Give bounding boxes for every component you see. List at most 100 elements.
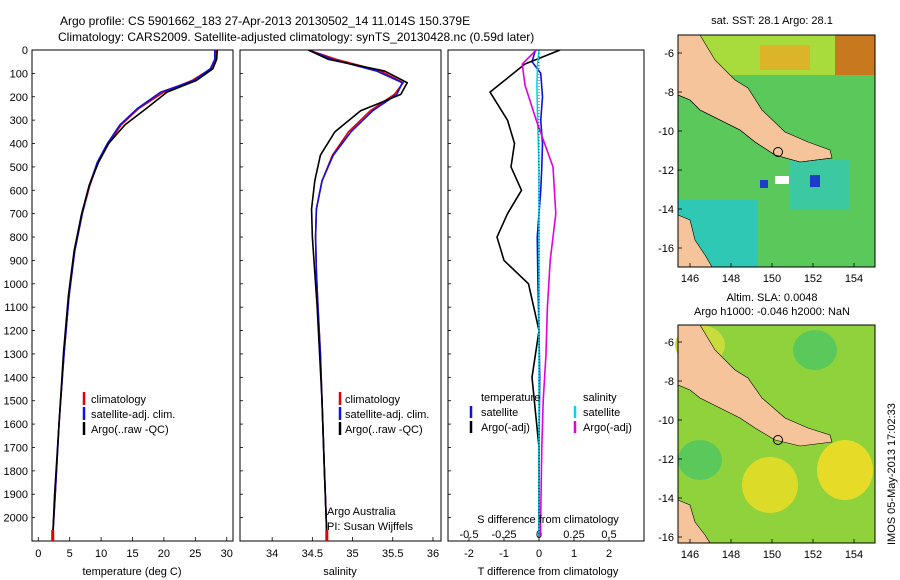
difference-xlabel-top: S difference from climatology — [477, 514, 619, 526]
map-x-tick-label: 146 — [681, 273, 699, 285]
x-tick-label: 34.5 — [302, 548, 323, 560]
series-line-climatology — [51, 50, 217, 537]
map-y-tick-label: -10 — [658, 126, 674, 138]
x-tick-label: 15 — [126, 548, 138, 560]
y-tick-label: 900 — [10, 255, 28, 267]
x-top-tick-label: -0.25 — [491, 529, 516, 541]
sst-map-frame — [677, 34, 876, 268]
map-y-tick-label: -8 — [664, 87, 674, 99]
x-tick-label: -2 — [464, 548, 474, 560]
temperature-axes — [31, 49, 234, 542]
legend-title-temperature: temperature — [481, 392, 540, 404]
map-y-tick-label: -10 — [658, 415, 674, 427]
map-x-tick-label: 150 — [763, 549, 781, 561]
x-tick-label: -1 — [499, 548, 509, 560]
coastline — [677, 94, 833, 163]
map-x-tick-label: 154 — [845, 273, 863, 285]
difference-axes — [447, 49, 645, 542]
map-x-tick-label: 152 — [804, 273, 822, 285]
legend-label: Argo(-adj) — [583, 422, 632, 434]
sst-field-cold-cell — [760, 180, 768, 188]
temperature-xlabel: temperature (deg C) — [82, 566, 181, 578]
land-new-guinea — [677, 324, 833, 447]
x-top-tick-label: 0.25 — [563, 529, 584, 541]
series-line-climatology — [308, 50, 405, 537]
series-line-argo-raw-qc- — [308, 50, 409, 537]
map-y-tick-label: -16 — [658, 532, 674, 544]
y-tick-label: 1200 — [4, 326, 28, 338]
x-tick-label: 0 — [35, 548, 41, 560]
sla-field-high — [742, 457, 798, 513]
sla-map-title-1: Altim. SLA: 0.0048 — [726, 292, 817, 304]
y-tick-label: 200 — [10, 92, 28, 104]
series-line-argo-raw-qc- — [51, 50, 219, 537]
x-tick-label: 0 — [536, 548, 542, 560]
sst-map-title: sat. SST: 28.1 Argo: 28.1 — [711, 15, 833, 27]
x-tick-label: 35 — [346, 548, 358, 560]
x-tick-label: 34 — [266, 548, 278, 560]
temperature-legend: climatology satellite-adj. clim. Argo(..… — [82, 392, 175, 436]
sla-map — [675, 324, 876, 544]
sst-field-missing — [775, 176, 789, 184]
argo-location-marker — [773, 147, 783, 157]
y-tick-label: 1400 — [4, 372, 28, 384]
x-tick-label: 20 — [158, 548, 170, 560]
map-x-tick-label: 150 — [763, 273, 781, 285]
salinity-legend: climatology satellite-adj. clim. Argo(..… — [338, 392, 429, 436]
y-tick-label: 700 — [10, 209, 28, 221]
title-line2: Climatology: CARS2009. Satellite-adjuste… — [58, 30, 534, 44]
sst-field-hot-corner — [835, 35, 875, 75]
legend-label: climatology — [345, 394, 401, 406]
legend-label: climatology — [91, 394, 147, 406]
legend-label: Argo(..raw -QC) — [345, 424, 423, 436]
map-y-tick-label: -16 — [658, 243, 674, 255]
y-tick-label: 1900 — [4, 489, 28, 501]
x-top-tick-label: -0.5 — [460, 529, 479, 541]
map-x-tick-label: 152 — [804, 549, 822, 561]
map-y-tick-label: -6 — [664, 337, 674, 349]
map-y-tick-label: -14 — [658, 493, 674, 505]
y-tick-label: 1100 — [4, 302, 28, 314]
y-tick-label: 400 — [10, 139, 28, 151]
map-y-tick-label: -8 — [664, 376, 674, 388]
footer-stamp: IMOS 05-May-2013 17:02:33 — [886, 403, 898, 545]
annotation-pi: PI: Susan Wijffels — [327, 521, 413, 533]
y-tick-label: 1500 — [4, 396, 28, 408]
timestamp-stamp: IMOS 05-May-2013 17:02:33 — [886, 403, 898, 545]
map-y-tick-label: -14 — [658, 204, 674, 216]
x-top-tick-label: 0.5 — [601, 529, 616, 541]
x-tick-label: 35.5 — [382, 548, 403, 560]
legend-label: satellite-adj. clim. — [91, 409, 175, 421]
x-tick-label: 5 — [67, 548, 73, 560]
y-tick-label: 600 — [10, 185, 28, 197]
map-x-tick-label: 148 — [722, 273, 740, 285]
y-tick-label: 1800 — [4, 466, 28, 478]
title-line1: Argo profile: CS 5901662_183 27-Apr-2013… — [60, 14, 470, 28]
sla-map-frame — [677, 324, 876, 544]
y-tick-label: 1700 — [4, 442, 28, 454]
map-y-tick-label: -12 — [658, 454, 674, 466]
x-tick-label: 36 — [427, 548, 439, 560]
x-tick-label: 1 — [571, 548, 577, 560]
x-tick-label: 10 — [95, 548, 107, 560]
map-x-tick-label: 154 — [845, 549, 863, 561]
y-tick-label: 1300 — [4, 349, 28, 361]
map-x-tick-label: 148 — [722, 549, 740, 561]
annotation-institution: Argo Australia — [327, 506, 396, 518]
sst-map — [677, 34, 876, 268]
legend-title-salinity: salinity — [583, 392, 617, 404]
difference-xlabel: T difference from climatology — [478, 566, 619, 578]
sst-field-warm-patch — [760, 45, 810, 70]
series-line-salinity-argo-adj- — [521, 50, 557, 537]
x-tick-label: 30 — [221, 548, 233, 560]
series-line-satellite-adj-clim- — [51, 50, 216, 537]
legend-label: Argo(-adj) — [481, 422, 530, 434]
salinity-xlabel: salinity — [323, 566, 357, 578]
y-tick-label: 300 — [10, 115, 28, 127]
sst-field-cold-cell — [810, 175, 820, 187]
argo-location-marker — [773, 435, 783, 445]
map-y-tick-label: -6 — [664, 48, 674, 60]
legend-label: satellite-adj. clim. — [345, 409, 429, 421]
map-x-tick-label: 146 — [681, 549, 699, 561]
